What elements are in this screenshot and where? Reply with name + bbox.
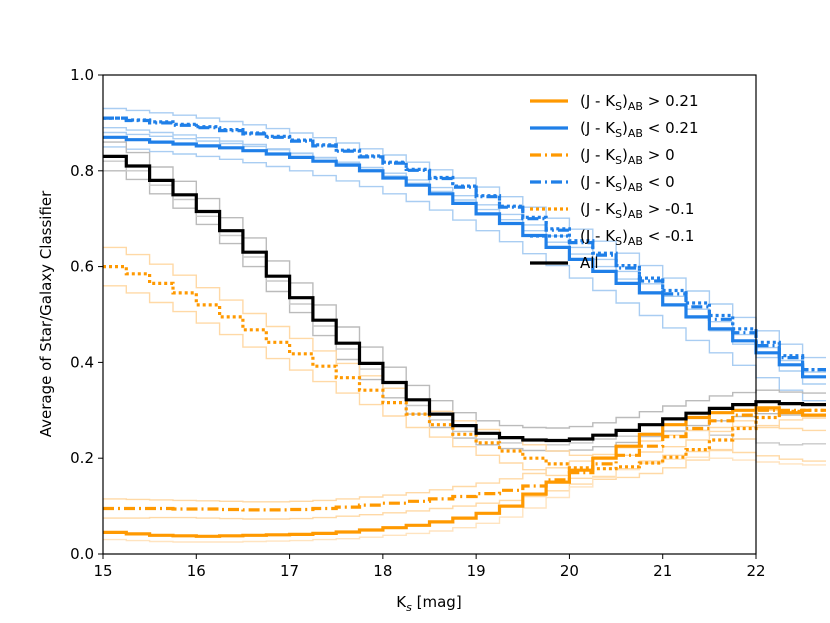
legend-label: (J - KS)AB < -0.1 [580,227,694,248]
x-tick-label: 19 [467,562,486,580]
envelope-line [103,285,826,480]
series-line [103,406,826,538]
legend-label: All [580,254,599,272]
y-tick-label: 1.0 [70,66,94,84]
series-layer [103,116,826,538]
series-line [103,116,826,372]
envelope-line [103,456,826,543]
envelope-line [103,170,826,452]
envelope-line [103,448,826,520]
envelope-layer [103,107,826,543]
x-tick-label: 16 [187,562,206,580]
envelope-line [103,141,826,429]
series-line [103,408,826,512]
envelope-line [103,424,826,503]
x-tick-label: 20 [560,562,579,580]
series-line [103,135,826,379]
legend-label: (J - KS)AB > 0.21 [580,92,699,113]
legend: (J - KS)AB > 0.21 (J - KS)AB < 0.21 (J - K… [530,92,699,272]
legend-label: (J - KS)AB > 0 [580,146,675,167]
envelope-line [103,131,826,373]
y-tick-label: 0.2 [70,449,94,467]
envelope-line [103,146,826,402]
series-line [103,116,826,372]
x-axis-label: Ks [mag] [396,593,461,614]
y-tick-label: 0.8 [70,162,94,180]
x-tick-label: 15 [93,562,112,580]
y-axis-ticks: 0.0 0.2 0.4 0.6 0.8 1.0 [70,66,103,563]
series-line [103,265,826,471]
series-line [103,154,826,443]
envelope-line [103,127,826,385]
legend-label: (J - KS)AB > -0.1 [580,200,694,221]
envelope-line [103,107,826,359]
y-tick-label: 0.4 [70,353,94,371]
legend-label: (J - KS)AB < 0 [580,173,675,194]
y-tick-label: 0.6 [70,258,94,276]
x-axis-ticks: 15 16 17 18 19 20 21 22 [93,554,766,580]
plot-frame [102,74,757,555]
y-axis-label: Average of Star/Galaxy Classifier [37,190,55,437]
x-tick-label: 22 [746,562,765,580]
y-tick-label: 0.0 [70,545,94,563]
x-tick-label: 18 [373,562,392,580]
legend-label: (J - KS)AB < 0.21 [580,119,699,140]
envelope-line [103,246,826,458]
x-tick-label: 21 [653,562,672,580]
x-tick-label: 17 [280,562,299,580]
